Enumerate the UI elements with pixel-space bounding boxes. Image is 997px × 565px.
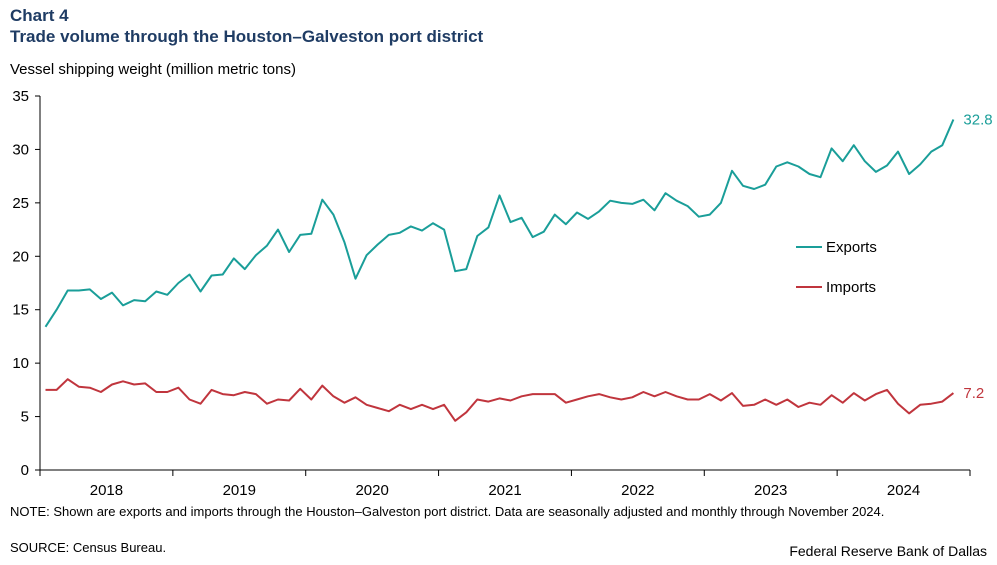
y-axis-label: Vessel shipping weight (million metric t… <box>10 61 296 78</box>
legend-label-imports: Imports <box>826 279 876 296</box>
imports-series-line <box>45 378 955 422</box>
chart-number: Chart 4 <box>10 6 69 25</box>
y-tick-label: 30 <box>12 141 29 158</box>
exports-end-label: 32.8 <box>963 112 992 129</box>
x-tick-label: 2024 <box>887 482 920 499</box>
imports-end-label: 7.2 <box>963 385 984 402</box>
y-tick-label: 10 <box>12 355 29 372</box>
y-tick-label: 25 <box>12 195 29 212</box>
x-tick-label: 2019 <box>223 482 256 499</box>
x-tick-label: 2018 <box>90 482 123 499</box>
y-tick-label: 0 <box>21 462 29 479</box>
y-tick-label: 5 <box>21 409 29 426</box>
x-tick-label: 2020 <box>355 482 388 499</box>
y-tick-label: 15 <box>12 302 29 319</box>
chart-title: Trade volume through the Houston–Galvest… <box>10 27 484 46</box>
x-tick-label: 2023 <box>754 482 787 499</box>
chart-credit: Federal Reserve Bank of Dallas <box>789 543 987 559</box>
exports-series-line <box>44 119 955 328</box>
x-tick-label: 2021 <box>488 482 521 499</box>
chart-note: NOTE: Shown are exports and imports thro… <box>10 504 885 519</box>
x-tick-label: 2022 <box>621 482 654 499</box>
legend-label-exports: Exports <box>826 239 877 256</box>
y-tick-label: 35 <box>12 88 29 105</box>
chart-source: SOURCE: Census Bureau. <box>10 540 167 555</box>
y-tick-label: 20 <box>12 248 29 265</box>
